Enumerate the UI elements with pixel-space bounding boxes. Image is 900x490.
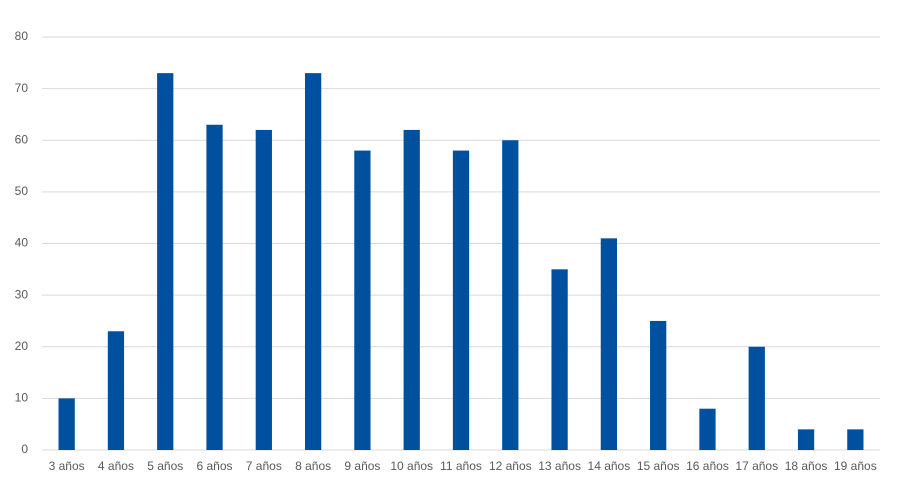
x-tick-label: 9 años <box>344 459 380 473</box>
x-tick-label: 15 años <box>637 459 680 473</box>
bar <box>304 73 322 450</box>
x-tick-label: 13 años <box>538 459 581 473</box>
x-tick-label: 10 años <box>390 459 433 473</box>
x-tick-label: 6 años <box>197 459 233 473</box>
bar <box>502 140 519 450</box>
x-tick-label: 16 años <box>686 459 729 473</box>
bar <box>452 150 470 450</box>
x-tick-label: 7 años <box>246 459 282 473</box>
bar <box>206 124 223 450</box>
bar <box>650 320 667 450</box>
y-tick-label: 50 <box>15 184 29 198</box>
x-tick-label: 3 años <box>49 459 85 473</box>
x-tick-label: 17 años <box>735 459 778 473</box>
x-tick-label: 12 años <box>489 459 532 473</box>
bar <box>551 269 568 450</box>
y-tick-label: 0 <box>21 442 28 456</box>
bar <box>699 408 716 450</box>
bar <box>157 73 174 450</box>
x-tick-label: 4 años <box>98 459 134 473</box>
y-tick-label: 40 <box>15 236 29 250</box>
bar <box>58 398 75 450</box>
x-tick-label: 19 años <box>834 459 877 473</box>
x-tick-label: 5 años <box>147 459 183 473</box>
x-tick-label: 11 años <box>440 459 482 473</box>
bar <box>107 331 125 450</box>
bar <box>255 129 272 451</box>
bar <box>797 429 815 450</box>
x-tick-label: 8 años <box>295 459 331 473</box>
bar <box>600 238 618 450</box>
y-tick-label: 30 <box>15 287 29 301</box>
x-tick-label: 18 años <box>785 459 828 473</box>
y-tick-label: 10 <box>15 391 29 405</box>
bar <box>748 346 765 450</box>
y-tick-label: 80 <box>15 29 29 43</box>
y-tick-label: 60 <box>15 132 29 146</box>
y-tick-label: 20 <box>15 339 29 353</box>
bar <box>354 150 371 450</box>
y-tick-label: 70 <box>15 81 29 95</box>
x-tick-label: 14 años <box>588 459 631 473</box>
bar <box>403 129 420 451</box>
bar <box>847 429 864 450</box>
